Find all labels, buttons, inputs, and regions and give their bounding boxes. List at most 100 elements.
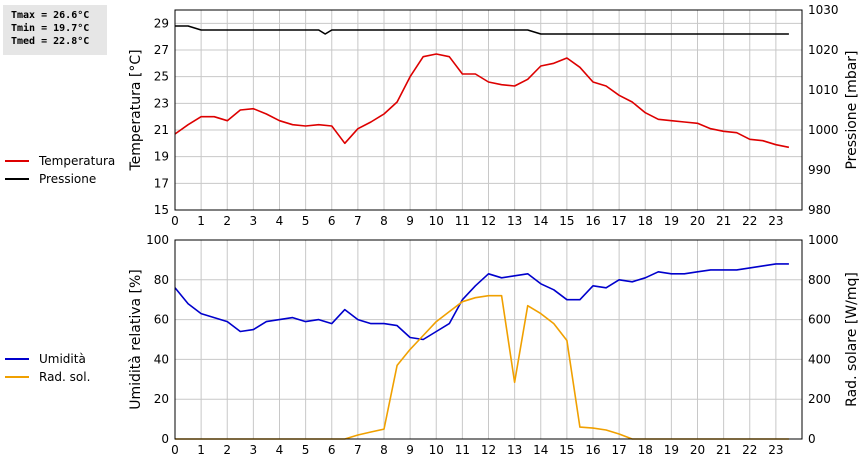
x-tick-label: 20 (690, 443, 705, 457)
legend-item-pressione: Pressione (5, 170, 115, 188)
series-line-umidit (174, 263, 789, 341)
x-tick-label: 8 (380, 443, 388, 457)
legend-label: Umidità (39, 352, 86, 366)
x-tick-label: 18 (638, 443, 653, 457)
y2-axis-title: Rad. solare [W/mq] (844, 272, 860, 407)
y2-tick-label: 200 (808, 392, 831, 406)
x-tick-label: 10 (429, 214, 444, 228)
legend-label: Rad. sol. (39, 370, 91, 384)
x-tick-label: 19 (664, 443, 679, 457)
y-tick-label: 27 (154, 43, 169, 57)
y-axis-title: Umidità relativa [%] (128, 269, 144, 410)
legend-swatch (5, 178, 29, 180)
x-tick-label: 23 (768, 214, 783, 228)
chart-panel-1: 0 1 2 3 4 5 6 7 8 9 10 11 12 13 14 15 16 17 18 19 20 21 22 2315… (128, 3, 860, 228)
x-tick-label: 12 (481, 214, 496, 228)
y2-tick-label: 990 (808, 163, 831, 177)
y2-tick-label: 1010 (808, 83, 839, 97)
x-tick-label: 9 (406, 443, 414, 457)
x-tick-label: 8 (380, 214, 388, 228)
x-tick-label: 3 (250, 214, 258, 228)
tmed-text: Tmed = 22.8°C (11, 36, 90, 47)
x-tick-label: 1 (197, 214, 205, 228)
y-tick-label: 100 (146, 233, 169, 247)
x-tick-label: 16 (585, 214, 600, 228)
y2-tick-label: 400 (808, 352, 831, 366)
x-tick-label: 5 (302, 214, 310, 228)
y2-axis-title: Pressione [mbar] (844, 50, 860, 169)
y-tick-label: 29 (154, 16, 169, 30)
y-tick-label: 17 (154, 176, 169, 190)
x-tick-label: 10 (429, 443, 444, 457)
series-line-pressione (175, 25, 789, 35)
x-tick-label: 15 (559, 214, 574, 228)
x-tick-label: 1 (197, 443, 205, 457)
legend-top: Temperatura Pressione (5, 152, 115, 188)
x-tick-label: 6 (328, 443, 336, 457)
x-tick-label: 14 (533, 214, 548, 228)
series-line-rad-sol (175, 294, 789, 440)
x-tick-label: 7 (354, 443, 362, 457)
x-tick-label: 13 (507, 214, 522, 228)
chart-panel-2: 0 1 2 3 4 5 6 7 8 9 10 11 12 13 14 15 16 17 18 19 20 21 22 2302… (128, 233, 860, 457)
legend-swatch (5, 358, 29, 360)
y2-tick-label: 1020 (808, 43, 839, 57)
x-tick-label: 21 (716, 443, 731, 457)
x-tick-label: 0 (171, 214, 179, 228)
y-tick-label: 60 (154, 313, 169, 327)
y-tick-label: 15 (154, 203, 169, 217)
plot-frame (174, 9, 803, 211)
tmin-text: Tmin = 19.7°C (11, 23, 90, 34)
legend-item-umidita: Umidità (5, 350, 90, 368)
legend-item-radsol: Rad. sol. (5, 368, 90, 386)
tmax-text: Tmax = 26.6°C (11, 10, 90, 21)
stats-box: Tmax = 26.6°C Tmin = 19.7°C Tmed = 22.8°… (3, 5, 107, 55)
x-tick-label: 15 (559, 443, 574, 457)
x-tick-label: 3 (250, 443, 258, 457)
y-tick-label: 0 (161, 432, 169, 446)
y-tick-label: 19 (154, 150, 169, 164)
y-tick-label: 25 (154, 70, 169, 84)
x-tick-label: 18 (638, 214, 653, 228)
y-tick-label: 80 (154, 273, 169, 287)
y2-tick-label: 600 (808, 313, 831, 327)
legend-label: Temperatura (39, 154, 116, 168)
y-axis-title: Temperatura [°C] (128, 49, 144, 171)
x-tick-label: 2 (223, 443, 231, 457)
y2-tick-label: 1000 (808, 233, 839, 247)
x-tick-label: 17 (611, 443, 626, 457)
x-tick-label: 5 (302, 443, 310, 457)
x-tick-label: 13 (507, 443, 522, 457)
legend-swatch (5, 160, 29, 162)
x-tick-label: 23 (768, 443, 783, 457)
y-tick-label: 40 (154, 352, 169, 366)
x-tick-label: 6 (328, 214, 336, 228)
x-tick-label: 9 (406, 214, 414, 228)
legend-item-temperatura: Temperatura (5, 152, 115, 170)
x-tick-label: 14 (533, 443, 548, 457)
x-tick-label: 7 (354, 214, 362, 228)
plot-frame (174, 239, 803, 440)
y-tick-label: 23 (154, 96, 169, 110)
x-tick-label: 11 (455, 214, 470, 228)
y2-tick-label: 0 (808, 432, 816, 446)
x-tick-label: 11 (455, 443, 470, 457)
x-tick-label: 4 (276, 443, 284, 457)
x-tick-label: 2 (223, 214, 231, 228)
x-tick-label: 0 (171, 443, 179, 457)
legend-label: Pressione (39, 172, 97, 186)
legend-bottom: Umidità Rad. sol. (5, 350, 90, 386)
x-tick-label: 19 (664, 214, 679, 228)
y2-tick-label: 980 (808, 203, 831, 217)
y2-tick-label: 1030 (808, 3, 839, 17)
series-line-temperatura (174, 53, 790, 149)
y2-tick-label: 800 (808, 273, 831, 287)
y-tick-label: 21 (154, 123, 169, 137)
x-tick-label: 20 (690, 214, 705, 228)
x-tick-label: 16 (585, 443, 600, 457)
x-tick-label: 22 (742, 214, 757, 228)
x-tick-label: 22 (742, 443, 757, 457)
x-tick-label: 17 (611, 214, 626, 228)
legend-swatch (5, 376, 29, 378)
